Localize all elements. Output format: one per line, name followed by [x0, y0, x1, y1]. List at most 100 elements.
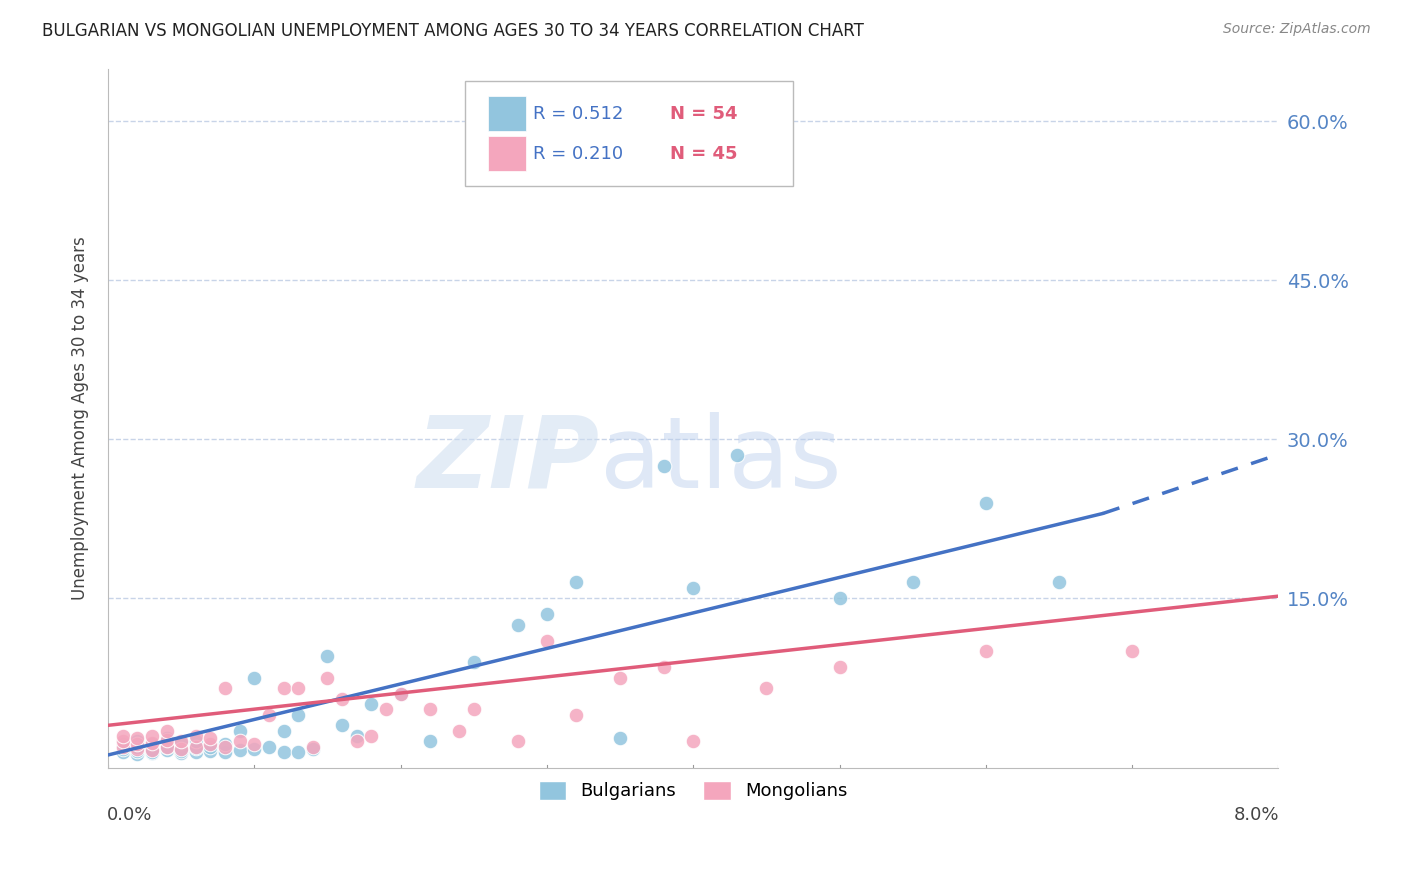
- Point: [287, 745, 309, 759]
- Point: [170, 736, 193, 750]
- Text: R = 0.210: R = 0.210: [533, 145, 623, 162]
- Point: [682, 581, 704, 595]
- Point: [155, 739, 177, 754]
- Point: [170, 734, 193, 748]
- Point: [974, 496, 997, 510]
- Point: [828, 591, 851, 606]
- Point: [273, 681, 295, 696]
- Point: [214, 739, 236, 754]
- Point: [682, 734, 704, 748]
- Point: [506, 617, 529, 632]
- Point: [127, 747, 149, 761]
- Point: [463, 702, 485, 716]
- Point: [200, 731, 222, 745]
- Point: [155, 723, 177, 738]
- Point: [111, 738, 134, 752]
- Point: [346, 729, 368, 743]
- Point: [155, 731, 177, 745]
- Point: [360, 729, 382, 743]
- Point: [141, 738, 163, 752]
- FancyBboxPatch shape: [488, 136, 526, 170]
- Point: [141, 741, 163, 756]
- Text: N = 45: N = 45: [669, 145, 737, 162]
- Point: [228, 742, 250, 756]
- Point: [301, 741, 323, 756]
- Point: [184, 745, 207, 759]
- Point: [1121, 644, 1143, 658]
- Point: [449, 723, 471, 738]
- Point: [200, 739, 222, 754]
- Text: BULGARIAN VS MONGOLIAN UNEMPLOYMENT AMONG AGES 30 TO 34 YEARS CORRELATION CHART: BULGARIAN VS MONGOLIAN UNEMPLOYMENT AMON…: [42, 22, 865, 40]
- Point: [360, 697, 382, 711]
- Point: [638, 168, 661, 182]
- Point: [184, 739, 207, 754]
- Point: [652, 660, 675, 674]
- Point: [155, 742, 177, 756]
- Point: [330, 718, 353, 732]
- Point: [725, 448, 748, 462]
- Point: [1047, 575, 1070, 590]
- Point: [184, 734, 207, 748]
- Point: [170, 746, 193, 760]
- FancyBboxPatch shape: [488, 96, 526, 130]
- Point: [111, 741, 134, 756]
- Point: [419, 734, 441, 748]
- Point: [127, 731, 149, 745]
- Point: [127, 738, 149, 752]
- Point: [273, 745, 295, 759]
- Point: [141, 736, 163, 750]
- Point: [243, 741, 266, 756]
- Point: [301, 739, 323, 754]
- Point: [346, 734, 368, 748]
- Point: [287, 707, 309, 722]
- Point: [901, 575, 924, 590]
- Point: [155, 733, 177, 747]
- Point: [184, 740, 207, 755]
- Point: [389, 687, 412, 701]
- Point: [141, 742, 163, 756]
- Point: [375, 702, 398, 716]
- Point: [536, 633, 558, 648]
- Point: [273, 723, 295, 738]
- Point: [652, 458, 675, 473]
- Point: [287, 681, 309, 696]
- Point: [111, 734, 134, 748]
- Point: [155, 739, 177, 754]
- Text: atlas: atlas: [599, 411, 841, 508]
- Point: [330, 691, 353, 706]
- Point: [316, 671, 339, 685]
- Point: [243, 738, 266, 752]
- Point: [565, 575, 588, 590]
- Point: [127, 734, 149, 748]
- Point: [828, 660, 851, 674]
- Point: [127, 739, 149, 754]
- Point: [463, 655, 485, 669]
- Point: [316, 649, 339, 664]
- Point: [214, 745, 236, 759]
- Text: R = 0.512: R = 0.512: [533, 104, 623, 122]
- Y-axis label: Unemployment Among Ages 30 to 34 years: Unemployment Among Ages 30 to 34 years: [72, 236, 89, 600]
- Point: [536, 607, 558, 621]
- Text: N = 54: N = 54: [669, 104, 737, 122]
- Point: [609, 671, 631, 685]
- Legend: Bulgarians, Mongolians: Bulgarians, Mongolians: [531, 774, 855, 807]
- Point: [214, 738, 236, 752]
- Point: [200, 738, 222, 752]
- Point: [506, 734, 529, 748]
- Point: [214, 681, 236, 696]
- Point: [127, 741, 149, 756]
- Point: [170, 741, 193, 756]
- Point: [974, 644, 997, 658]
- Point: [228, 723, 250, 738]
- Point: [141, 729, 163, 743]
- Point: [127, 744, 149, 758]
- Text: 0.0%: 0.0%: [107, 806, 152, 824]
- FancyBboxPatch shape: [465, 81, 793, 186]
- Point: [184, 729, 207, 743]
- Point: [111, 739, 134, 754]
- Point: [389, 687, 412, 701]
- Point: [755, 681, 778, 696]
- Text: Source: ZipAtlas.com: Source: ZipAtlas.com: [1223, 22, 1371, 37]
- Point: [111, 745, 134, 759]
- Point: [257, 707, 280, 722]
